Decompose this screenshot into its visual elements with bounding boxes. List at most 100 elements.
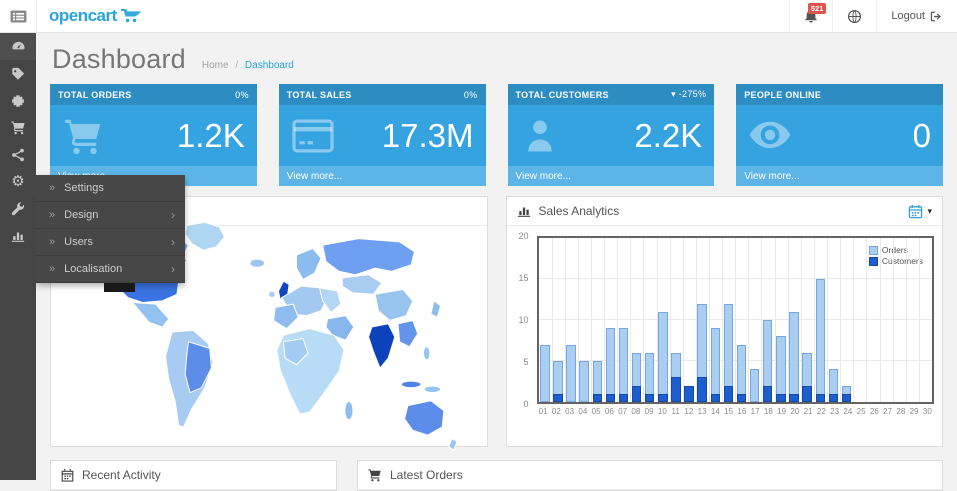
credit-card-icon [291,117,335,155]
caret-down-icon: ▾ [927,206,932,217]
stat-tile-total-orders: TOTAL ORDERS 0% 1.2K View more... [50,84,257,186]
opencart-logo[interactable]: opencart [37,0,153,32]
customers-bar [789,394,798,402]
menu-item-users[interactable]: » Users › [36,229,185,256]
orders-bar [606,328,615,402]
menu-toggle-button[interactable] [0,0,37,32]
system-flyout-menu: » Settings » Design › » Users › » Locali… [36,175,185,283]
tile-delta-down: ▾ -275% [671,89,706,100]
customers-bar [802,386,811,402]
logout-icon [930,10,943,23]
menu-item-localisation[interactable]: » Localisation › [36,256,185,283]
menu-item-label: Localisation [64,263,122,275]
sidebar-item-tools[interactable] [0,195,36,222]
top-bar: opencart 521 Logout [0,0,957,33]
breadcrumb-current-link[interactable]: Dashboard [245,60,294,71]
customers-bar [829,394,838,402]
orders-bar [619,328,628,402]
customers-bar [816,394,825,402]
angle-double-right-icon: » [49,236,55,248]
orders-bar [579,361,588,402]
sidebar-item-system[interactable]: ⚙ [0,168,36,195]
menu-item-label: Settings [64,182,104,194]
breadcrumb: Home / Dashboard [202,60,294,71]
sidebar: ⚙ [0,33,36,480]
sidebar-item-marketing[interactable] [0,141,36,168]
customers-bar [671,377,680,402]
stat-tile-total-sales: TOTAL SALES 0% 17.3M View more... [279,84,486,186]
speedometer-icon [11,39,26,54]
angle-double-right-icon: » [49,209,55,221]
orders-bar [658,312,667,402]
recent-activity-header: Recent Activity [51,461,336,490]
sidebar-item-dashboard[interactable] [0,33,36,60]
tile-label: PEOPLE ONLINE [744,90,821,100]
customers-bar [737,394,746,402]
calendar-icon [908,204,923,219]
breadcrumb-separator: / [235,60,238,71]
legend-item-orders: Orders [869,245,923,255]
tile-value: 1.2K [177,119,257,152]
breadcrumb-home-link[interactable]: Home [202,60,229,71]
share-icon [11,148,25,162]
orders-bar [789,312,798,402]
tile-value: 17.3M [382,119,486,152]
sidebar-item-catalog[interactable] [0,60,36,87]
customers-bar [763,386,772,402]
page-header: Dashboard Home / Dashboard [50,33,943,84]
user-icon [520,116,560,156]
sidebar-item-sales[interactable] [0,114,36,141]
notifications-button[interactable]: 521 [789,0,832,32]
stat-tile-people-online: PEOPLE ONLINE 0 View more... [736,84,943,186]
view-more-link[interactable]: View more... [508,166,715,186]
customers-bar [724,386,733,402]
cart-logo-icon [121,9,141,23]
tile-delta: 0% [235,90,249,100]
chevron-right-icon: › [171,262,175,276]
eye-icon [748,118,792,154]
customers-bar [776,394,785,402]
orders-bar [540,345,549,402]
tile-label: TOTAL SALES [287,90,352,100]
storefront-button[interactable] [832,0,876,32]
sidebar-item-reports[interactable] [0,222,36,249]
stat-tiles: TOTAL ORDERS 0% 1.2K View more... TOTAL … [50,84,943,186]
logout-button[interactable]: Logout [876,0,957,32]
stat-tile-total-customers: TOTAL CUSTOMERS ▾ -275% 2.2K View more..… [508,84,715,186]
sidebar-item-extensions[interactable] [0,87,36,114]
orders-bar [711,328,720,402]
view-more-link[interactable]: View more... [279,166,486,186]
recent-activity-panel: Recent Activity [50,460,337,491]
tile-label: TOTAL CUSTOMERS [516,90,609,100]
customers-bar [553,394,562,402]
bar-chart-icon [517,204,531,218]
menu-toggle-icon [10,10,27,23]
angle-double-right-icon: » [49,182,55,194]
bar-chart-icon [11,229,25,243]
menu-item-label: Users [64,236,93,248]
menu-item-settings[interactable]: » Settings [36,175,185,202]
chevron-right-icon: › [171,208,175,222]
latest-orders-header: Latest Orders [358,461,942,490]
top-right-actions: 521 Logout [789,0,957,32]
orders-bar [816,279,825,402]
menu-item-design[interactable]: » Design › [36,202,185,229]
date-range-button[interactable]: ▾ [908,204,932,219]
view-more-link[interactable]: View more... [736,166,943,186]
page-title: Dashboard [52,44,186,75]
customers-bar [645,394,654,402]
gear-icon: ⚙ [11,174,24,189]
angle-double-right-icon: » [49,263,55,275]
cart-icon [62,116,106,156]
globe-icon [847,9,862,24]
latest-orders-panel: Latest Orders [357,460,943,491]
orders-bar [776,336,785,402]
customers-bar [711,394,720,402]
legend-item-customers: Customers [869,256,923,266]
customers-bar [842,394,851,402]
puzzle-icon [11,94,25,108]
notification-badge: 521 [808,3,827,14]
